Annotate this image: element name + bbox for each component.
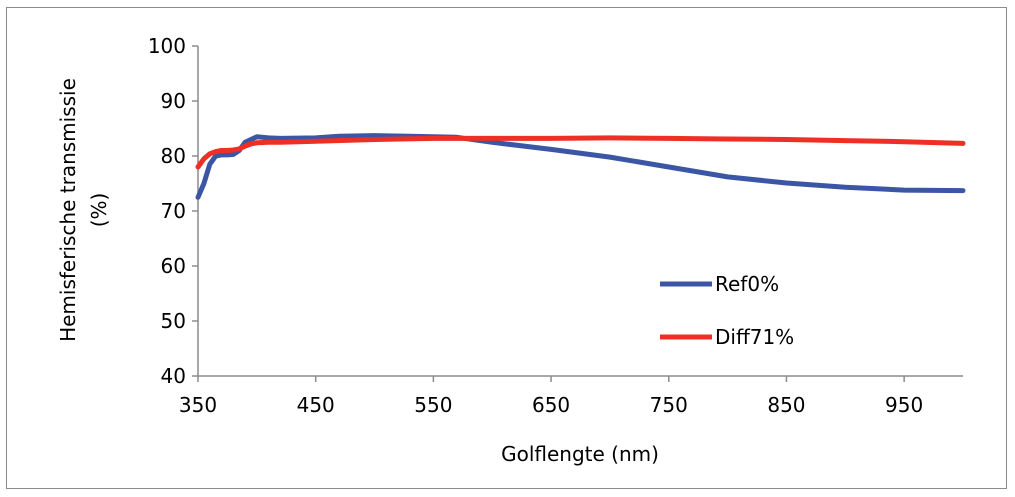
- series-layer: [195, 133, 966, 200]
- y-axis-title-line1: Hemisferische transmissie: [56, 78, 80, 342]
- x-tick-label: 650: [532, 393, 570, 417]
- y-tick-label: 50: [161, 309, 186, 333]
- series-line-ref0-: [195, 133, 966, 200]
- x-tick-label: 350: [179, 393, 217, 417]
- y-tick-label: 80: [161, 144, 186, 168]
- legend: Ref0% Diff71%: [660, 272, 794, 349]
- axes: 40 50 60 70 80 90 100 350 450 550 650 750 850 950: [148, 34, 963, 417]
- x-tick-label: 450: [297, 393, 335, 417]
- y-tick-label: 90: [161, 89, 186, 113]
- x-tick-label: 850: [767, 393, 805, 417]
- y-tick-label: 60: [161, 254, 186, 278]
- series-line-diff71-: [195, 135, 966, 170]
- y-tick-label: 70: [161, 199, 186, 223]
- x-axis-title: Golflengte (nm): [501, 442, 659, 466]
- x-tick-label: 950: [885, 393, 923, 417]
- y-tick-label: 100: [148, 34, 186, 58]
- y-tick-label: 40: [161, 364, 186, 388]
- chart-frame: [6, 7, 1007, 489]
- legend-label: Diff71%: [715, 325, 794, 349]
- x-tick-label: 550: [414, 393, 452, 417]
- legend-label: Ref0%: [715, 272, 779, 296]
- x-tick-label: 750: [650, 393, 688, 417]
- y-axis-title: Hemisferische transmissie (%): [56, 78, 111, 342]
- y-axis-title-line2: (%): [87, 193, 111, 228]
